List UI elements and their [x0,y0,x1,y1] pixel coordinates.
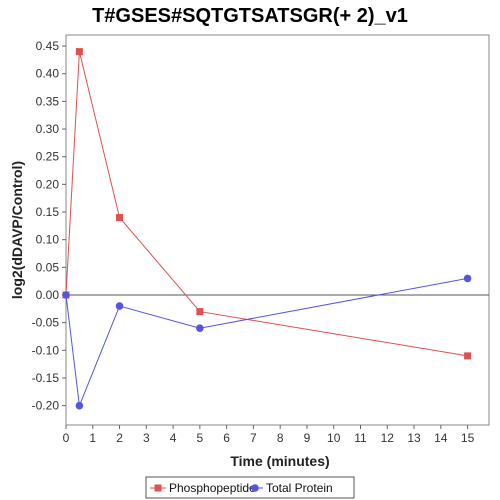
y-tick-label: 0.05 [36,260,60,274]
chart-legend: Phosphopeptide Total Protein [145,476,355,499]
legend-phosphopeptide-label: Phosphopeptide [169,481,256,495]
x-tick-label: 2 [116,431,123,445]
phosphopeptide-point [116,214,124,222]
total-protein-point [463,274,472,283]
y-tick-label: 0.35 [36,94,60,108]
x-tick-label: 9 [304,431,311,445]
total-protein-point [115,302,124,310]
phosphopeptide-point [196,308,204,316]
y-tick-label: 0.20 [36,177,60,191]
y-tick-label: -0.05 [32,316,60,330]
total-protein-point [75,401,84,410]
legend-total-protein-marker [251,484,259,492]
phosphopeptide-point [464,352,472,360]
x-tick-label: 4 [170,431,177,445]
x-tick-label: 10 [327,431,341,445]
x-tick-label: 11 [354,431,367,445]
y-tick-label: 0.25 [36,150,60,164]
chart-title: T#GSES#SQTGTSATSGR(+ 2)_v1 [92,5,408,27]
x-tick-label: 6 [223,431,230,445]
x-tick-label: 1 [89,431,96,445]
y-axis-title: log2(dDAVP/Control) [9,161,25,299]
y-tick-label: 0.10 [36,233,60,247]
y-axis: -0.20 -0.15 -0.10 -0.05 0.00 0.05 0.10 0.15 0.20… [32,39,66,413]
x-tick-label: 7 [250,431,257,445]
y-tick-label: 0.00 [36,288,60,302]
x-tick-label: 12 [381,431,395,445]
x-axis: 0 1 2 3 4 5 6 7 8 9 10 11 12 13 14 15 [63,425,475,445]
y-tick-label: 0.15 [36,205,60,219]
x-tick-label: 0 [63,431,70,445]
legend-total-protein-label: Total Protein [266,481,333,495]
x-tick-label: 3 [143,431,150,445]
series-layer [62,48,472,410]
x-tick-label: 5 [197,431,204,445]
total-protein-point [196,324,204,332]
x-axis-title: Time (minutes) [230,453,329,469]
x-tick-label: 13 [407,431,421,445]
y-tick-label: -0.15 [32,371,60,385]
y-tick-label: 0.45 [36,39,60,53]
x-tick-label: 14 [434,431,448,445]
y-tick-label: -0.20 [32,399,60,413]
legend-phosphopeptide-marker [154,484,162,492]
y-tick-label: 0.40 [36,67,60,81]
x-tick-label: 8 [277,431,284,445]
x-tick-label: 15 [461,431,475,445]
phosphopeptide-point [75,48,83,56]
y-tick-label: -0.10 [32,343,60,357]
y-tick-label: 0.30 [36,122,60,136]
plot-area [65,34,490,426]
total-protein-point [62,291,70,299]
